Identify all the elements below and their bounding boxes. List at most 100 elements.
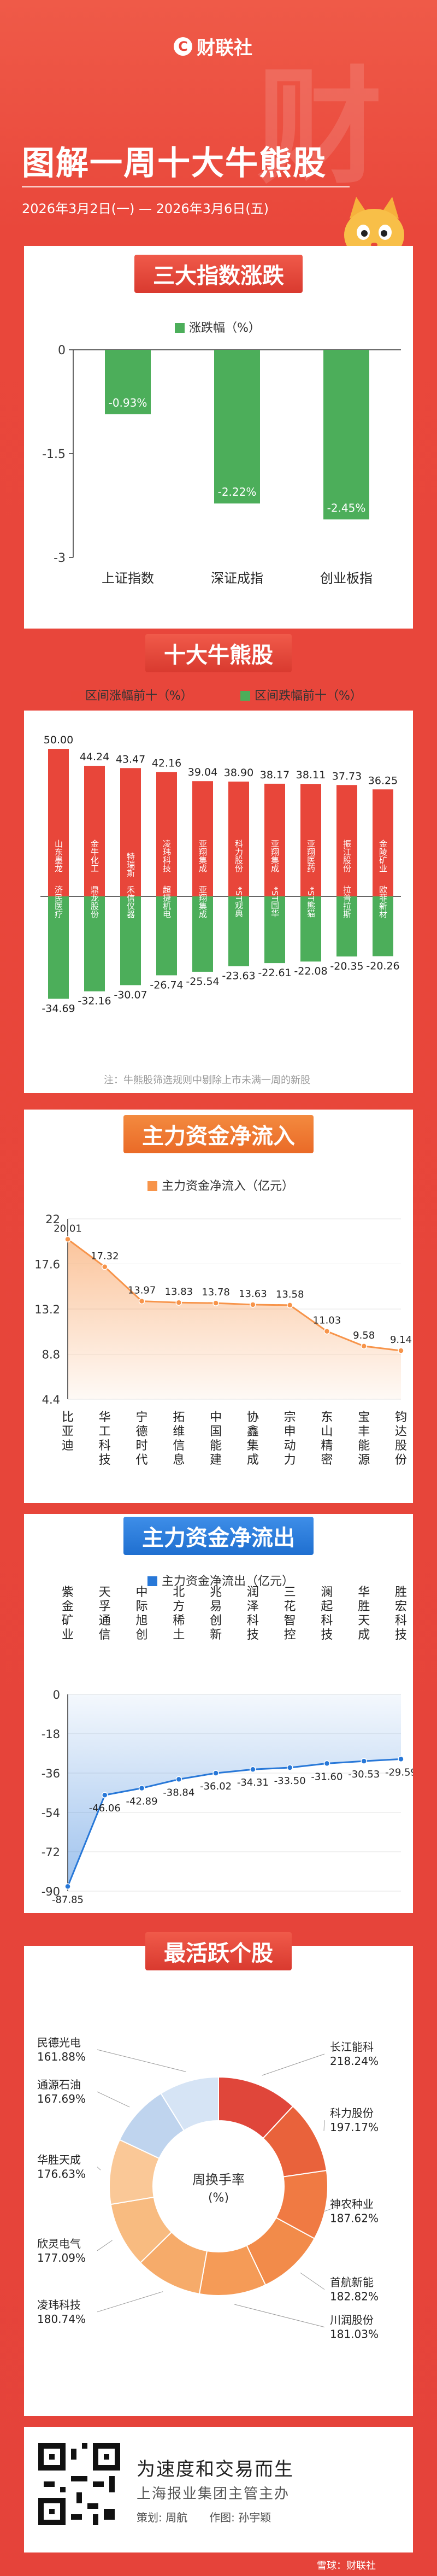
x-tick-label: 胜	[358, 1600, 370, 1613]
loss-name-label: 超捷机电	[162, 885, 172, 918]
data-point	[286, 1302, 293, 1308]
x-tick-label: 技	[99, 1453, 111, 1467]
loss-value-label: -23.63	[222, 970, 255, 982]
y-tick-label: 17.6	[34, 1258, 60, 1271]
gain-name-label: 亚翔医药	[306, 840, 316, 873]
gain-bar	[300, 784, 321, 896]
loss-name-label: 禾信仪器	[126, 885, 135, 918]
x-tick-label: 东	[321, 1411, 333, 1424]
x-tick-label: 协	[247, 1411, 259, 1424]
data-label: 13.83	[165, 1286, 193, 1298]
index-section-title: 三大指数涨跌	[134, 255, 303, 293]
loss-bar	[336, 896, 357, 957]
data-label: -34.31	[237, 1777, 269, 1788]
x-tick-label: 新	[210, 1628, 222, 1642]
x-tick-label: 集	[247, 1439, 259, 1453]
active-section-title: 最活跃个股	[145, 1932, 292, 1970]
x-tick-label: 上证指数	[102, 571, 154, 586]
x-tick-label: 矿	[62, 1614, 74, 1628]
x-tick-label: 达	[395, 1425, 407, 1439]
slice-name-label: 科力股份	[330, 2106, 374, 2120]
data-label: 17.32	[91, 1251, 119, 1262]
loss-value-label: -20.35	[330, 960, 363, 972]
x-tick-label: 紫	[62, 1586, 74, 1599]
data-label: -46.06	[89, 1803, 121, 1814]
footer-org: 上海报业集团主管主办	[137, 2486, 290, 2502]
x-tick-label: 润	[247, 1586, 259, 1599]
x-tick-label: 能	[210, 1439, 222, 1453]
x-tick-label: 中	[136, 1586, 148, 1599]
x-tick-label: 际	[136, 1600, 148, 1613]
slice-name-label: 首航新能	[330, 2276, 374, 2289]
loss-value-label: -22.61	[258, 967, 291, 979]
data-point	[102, 1264, 108, 1270]
gain-name-label: 凌玮科技	[162, 840, 172, 873]
data-point	[398, 1347, 404, 1354]
loss-value-label: -30.07	[114, 989, 147, 1001]
data-label: -0.93%	[109, 396, 147, 409]
data-point	[102, 1792, 108, 1798]
footer-slogan: 为速度和交易而生	[137, 2458, 294, 2480]
x-tick-label: 北	[173, 1586, 185, 1599]
x-tick-label: 控	[284, 1628, 296, 1642]
series-line	[67, 1758, 401, 1887]
outflow-legend: 主力资金净流出（亿元）	[147, 1571, 294, 1589]
data-point	[212, 1770, 219, 1776]
gain-name-label: 科力股份	[234, 840, 244, 873]
x-tick-label: 国	[210, 1425, 222, 1439]
slice-value-label: 167.69%	[37, 2092, 86, 2105]
x-tick-label: 孚	[99, 1600, 111, 1613]
x-tick-label: 兆	[210, 1586, 222, 1599]
header-bg-mark: 财	[257, 55, 383, 201]
loss-name-label: 济民医疗	[54, 885, 63, 919]
gain-value-label: 44.24	[80, 751, 109, 763]
bar	[214, 350, 260, 504]
loss-value-label: -25.54	[186, 976, 219, 988]
data-label: 9.58	[353, 1330, 375, 1341]
gain-name-label: 振江股份	[342, 840, 352, 873]
data-point	[361, 1758, 367, 1764]
inflow-legend: 主力资金净流入（亿元）	[147, 1176, 294, 1194]
x-tick-label: 申	[284, 1425, 296, 1439]
data-point	[323, 1328, 330, 1335]
slice-value-label: 187.62%	[330, 2212, 379, 2225]
gain-name-label: 金牛化工	[90, 840, 99, 872]
x-tick-label: 稀	[173, 1614, 185, 1628]
page-title: 图解一周十大牛熊股	[22, 144, 327, 183]
loss-name-label: 欧菲新材	[378, 885, 388, 918]
x-tick-label: 宁	[136, 1411, 148, 1424]
gain-value-label: 38.90	[224, 767, 253, 779]
donut-center-unit: (%)	[208, 2191, 229, 2205]
y-tick-label: -90	[42, 1885, 60, 1898]
x-tick-label: 维	[173, 1425, 185, 1439]
loss-bar	[373, 896, 393, 957]
gain-name-label: 特瑞斯	[126, 853, 135, 878]
y-tick-label: -54	[42, 1806, 60, 1820]
x-tick-label: 澜	[321, 1586, 333, 1599]
x-tick-label: 旭	[136, 1614, 148, 1628]
data-point	[64, 1236, 71, 1243]
data-point	[323, 1760, 330, 1767]
y-tick-label: 0	[58, 344, 66, 357]
slice-name-label: 通源石油	[37, 2078, 81, 2091]
x-tick-label: 起	[321, 1600, 333, 1613]
x-tick-label: 能	[358, 1439, 370, 1453]
gain-bar	[336, 785, 357, 896]
data-label: 13.97	[128, 1285, 156, 1296]
slice-name-label: 长江能科	[330, 2040, 374, 2053]
gain-bar	[48, 749, 69, 896]
data-label: 13.63	[239, 1288, 267, 1300]
y-tick-label: 13.2	[34, 1303, 60, 1316]
movers-note: 注：牛熊股筛选规则中剔除上市未满一周的新股	[104, 1075, 310, 1086]
loss-value-label: -20.26	[366, 960, 399, 972]
loss-value-label: -34.69	[42, 1002, 75, 1014]
area-fill	[68, 1239, 401, 1399]
loss-bar	[48, 896, 69, 999]
loss-legend: 区间跌幅前十（%）	[240, 686, 362, 703]
x-tick-label: 成	[358, 1628, 370, 1642]
gain-value-label: 38.17	[260, 769, 290, 781]
data-label: 9.14	[390, 1334, 412, 1346]
slice-name-label: 神农种业	[330, 2198, 374, 2211]
x-tick-label: 技	[247, 1628, 259, 1642]
